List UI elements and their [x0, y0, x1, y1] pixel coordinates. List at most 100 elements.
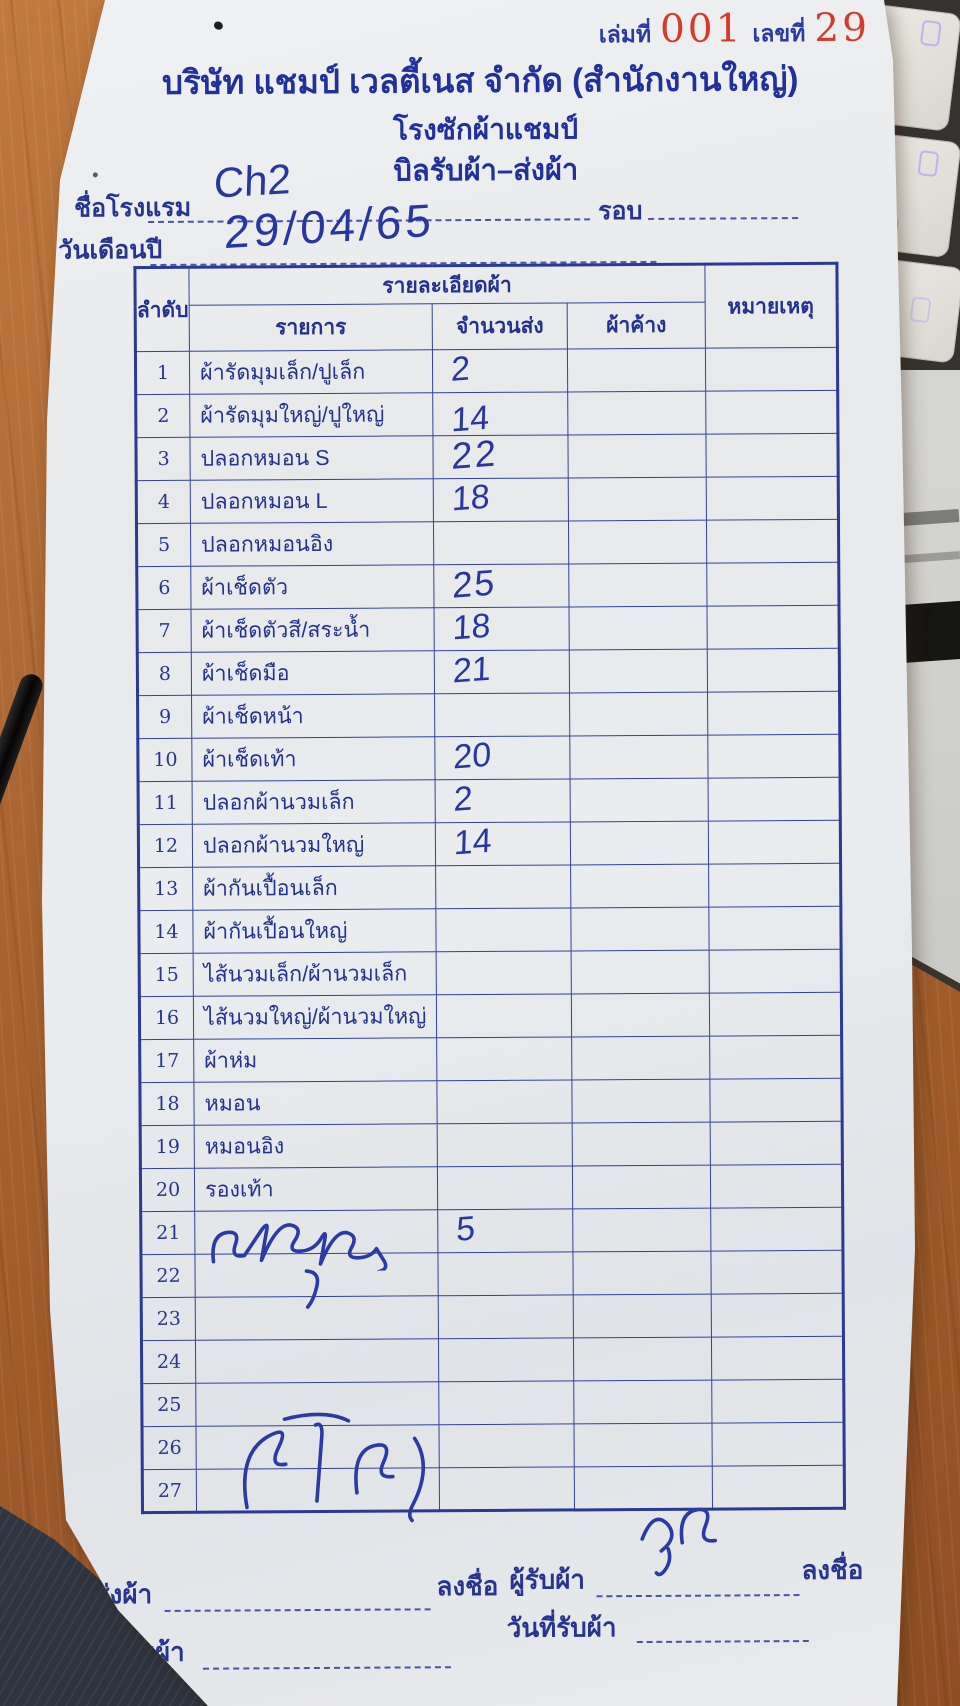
table-row: 12 ปลอกผ้านวมใหญ่ 14 [138, 820, 841, 868]
pending-cell [572, 1251, 712, 1295]
item-cell: ปลอกผ้านวมใหญ่ [192, 822, 436, 868]
ink-dot [212, 20, 225, 32]
sender-label: ผู้ส่งผ้า [78, 1579, 153, 1610]
item-cell: หมอน [193, 1080, 438, 1126]
sender-signature [242, 1412, 426, 1523]
sent-qty-cell [436, 950, 572, 995]
item-cell: ผ้าเช็ดตัวสี/สระน้ำ [191, 607, 435, 653]
pending-cell [570, 864, 709, 908]
item-cell: ไส้นวมใหญ่/ผ้านวมใหญ่ [193, 994, 437, 1040]
sent-qty-cell: 2 [435, 779, 571, 823]
sent-qty-cell: 18 [434, 606, 570, 651]
sent-qty-cell [433, 520, 569, 565]
sent-qty-cell [436, 1036, 572, 1081]
row-no-cell: 6 [136, 566, 192, 610]
remark-cell [709, 1035, 842, 1080]
remark-cell [708, 906, 842, 951]
sent-qty-cell: 14 [432, 391, 568, 439]
receiver-sign-line [596, 1594, 800, 1598]
table-row: 16 ไส้นวมใหญ่/ผ้านวมใหญ่ [139, 992, 842, 1040]
remark-cell [705, 433, 839, 478]
row-no-cell: 1 [135, 351, 190, 395]
row-no-cell: 18 [139, 1082, 195, 1126]
remark-cell [709, 949, 842, 994]
pending-cell [570, 821, 709, 865]
sent-qty-cell [436, 993, 572, 1038]
row-no-cell: 4 [136, 480, 191, 524]
sent-qty-cell [438, 1423, 575, 1468]
item-cell: ผ้าเช็ดเท้า [191, 736, 436, 782]
pending-cell [573, 1294, 712, 1338]
remark-cell [710, 1121, 843, 1166]
table-row: 13 ผ้ากันเปื้อนเล็ก [138, 863, 841, 911]
row-no-cell: 22 [140, 1254, 196, 1298]
row-no-cell: 10 [137, 738, 193, 782]
table-row: 10 ผ้าเช็ดเท้า 20 [137, 734, 841, 782]
date-received-label-right: วันที่รับผ้า [506, 1612, 617, 1643]
remark-cell [705, 390, 838, 435]
sent-qty-cell [438, 1380, 574, 1425]
pending-cell [571, 993, 710, 1037]
remark-cell [711, 1336, 844, 1381]
sent-qty-cell [438, 1294, 574, 1339]
receiver-label: ผู้รับผ้า [509, 1564, 586, 1595]
row-no-cell: 24 [141, 1340, 196, 1384]
pending-cell [569, 735, 709, 779]
sent-qty-cell: 14 [435, 821, 571, 866]
row-no-cell: 27 [142, 1469, 197, 1513]
table-row: 19 หมอนอิง [140, 1121, 843, 1169]
remark-cell [707, 691, 840, 736]
table-row: 6 ผ้าเช็ดตัว 25 [136, 561, 839, 610]
row-no-cell: 9 [137, 695, 192, 739]
table-row: 7 ผ้าเช็ดตัวสี/สระน้ำ 18 [137, 605, 840, 653]
row-no-cell: 17 [139, 1039, 194, 1083]
remark-cell [711, 1379, 844, 1424]
sender-sign-line [164, 1608, 431, 1612]
remark-cell [710, 1250, 844, 1295]
pending-cell [567, 391, 706, 435]
remark-cell [708, 863, 841, 908]
item-cell: ผ้ารัดมุมใหญ่/ปูใหญ่ [189, 392, 433, 438]
remark-cell [710, 1207, 843, 1252]
sent-qty-cell [434, 692, 570, 737]
sent-qty-cell [435, 864, 571, 909]
book-label: เล่มที่ [598, 20, 652, 48]
item-cell: ปลอกหมอน L [190, 478, 434, 524]
handwritten-item-row21 [211, 1223, 388, 1272]
date-received-line-right [636, 1640, 809, 1644]
sent-qty-cell [437, 1122, 573, 1167]
table-row: 5 ปลอกหมอนอิง [136, 519, 839, 567]
remark-cell [707, 648, 840, 693]
col-header-sent: จำนวนส่ง [432, 302, 568, 350]
date-received-line-left [202, 1666, 451, 1670]
row-no-cell: 25 [141, 1383, 196, 1427]
serial-line: เล่มที่ 001 เลขที่ 29 [500, 6, 870, 54]
pending-cell [569, 649, 708, 693]
remark-cell [709, 1078, 843, 1123]
remark-cell [706, 476, 839, 521]
sign-label-left: ลงชื่อ [436, 1570, 499, 1602]
table-row: 11 ปลอกผ้านวมเล็ก 2 [138, 777, 841, 825]
item-cell: ผ้าเช็ดหน้า [191, 693, 435, 739]
handwritten-mark-row22 [304, 1269, 320, 1309]
table-row: 8 ผ้าเช็ดมือ 21 [137, 648, 840, 696]
remark-cell [706, 605, 840, 650]
date-value-handwriting: 29/04/65 [223, 193, 436, 259]
pending-cell [568, 477, 707, 521]
table-row: 3 ปลอกหมอน S 22 [135, 432, 839, 481]
pending-cell [568, 606, 708, 650]
row-no-cell: 11 [138, 781, 193, 825]
remark-cell [705, 347, 838, 392]
sent-qty-cell [438, 1337, 574, 1382]
row-no-cell: 2 [135, 394, 190, 438]
sent-qty-cell [437, 1165, 573, 1210]
ink-dot [92, 171, 99, 179]
remark-cell [711, 1422, 845, 1467]
item-cell: ปลอกหมอนอิง [190, 521, 434, 567]
sent-qty-cell: 20 [434, 735, 571, 780]
sign-label-right: ลงชื่อ [801, 1554, 864, 1586]
remark-cell [712, 1465, 845, 1510]
pending-cell [570, 907, 710, 951]
pending-cell [567, 348, 706, 392]
